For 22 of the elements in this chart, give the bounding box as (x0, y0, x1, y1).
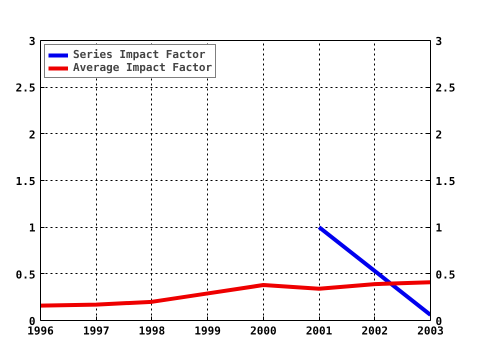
y2-tick-label: 3 (436, 35, 442, 48)
x-tick-label: 2003 (417, 324, 444, 338)
y2-tick-label: 1.5 (436, 175, 456, 188)
x-tick-label: 2000 (250, 324, 277, 338)
x-tick-label: 2001 (306, 324, 333, 338)
x-tick-label: 1997 (82, 324, 110, 338)
y-tick-label: 0.5 (16, 268, 36, 282)
x-tick-label: 2002 (362, 324, 388, 338)
x-tick-label: 1999 (194, 324, 221, 338)
y2-tick-label: 0.5 (436, 268, 456, 282)
y-tick-label: 2 (28, 128, 36, 142)
legend-label: Series Impact Factor (73, 48, 206, 61)
x-tick-label: 1998 (138, 324, 166, 338)
y-tick-label: 1.5 (16, 175, 36, 188)
legend-label: Average Impact Factor (73, 61, 212, 74)
y2-tick-label: 2.5 (436, 82, 456, 95)
y-tick-label: 2.5 (16, 82, 36, 95)
y-tick-label: 3 (28, 35, 36, 48)
y-tick-label: 1 (28, 222, 36, 235)
y2-tick-label: 1 (436, 222, 442, 235)
y2-tick-label: 2 (436, 128, 442, 142)
line-series (40, 280, 430, 308)
